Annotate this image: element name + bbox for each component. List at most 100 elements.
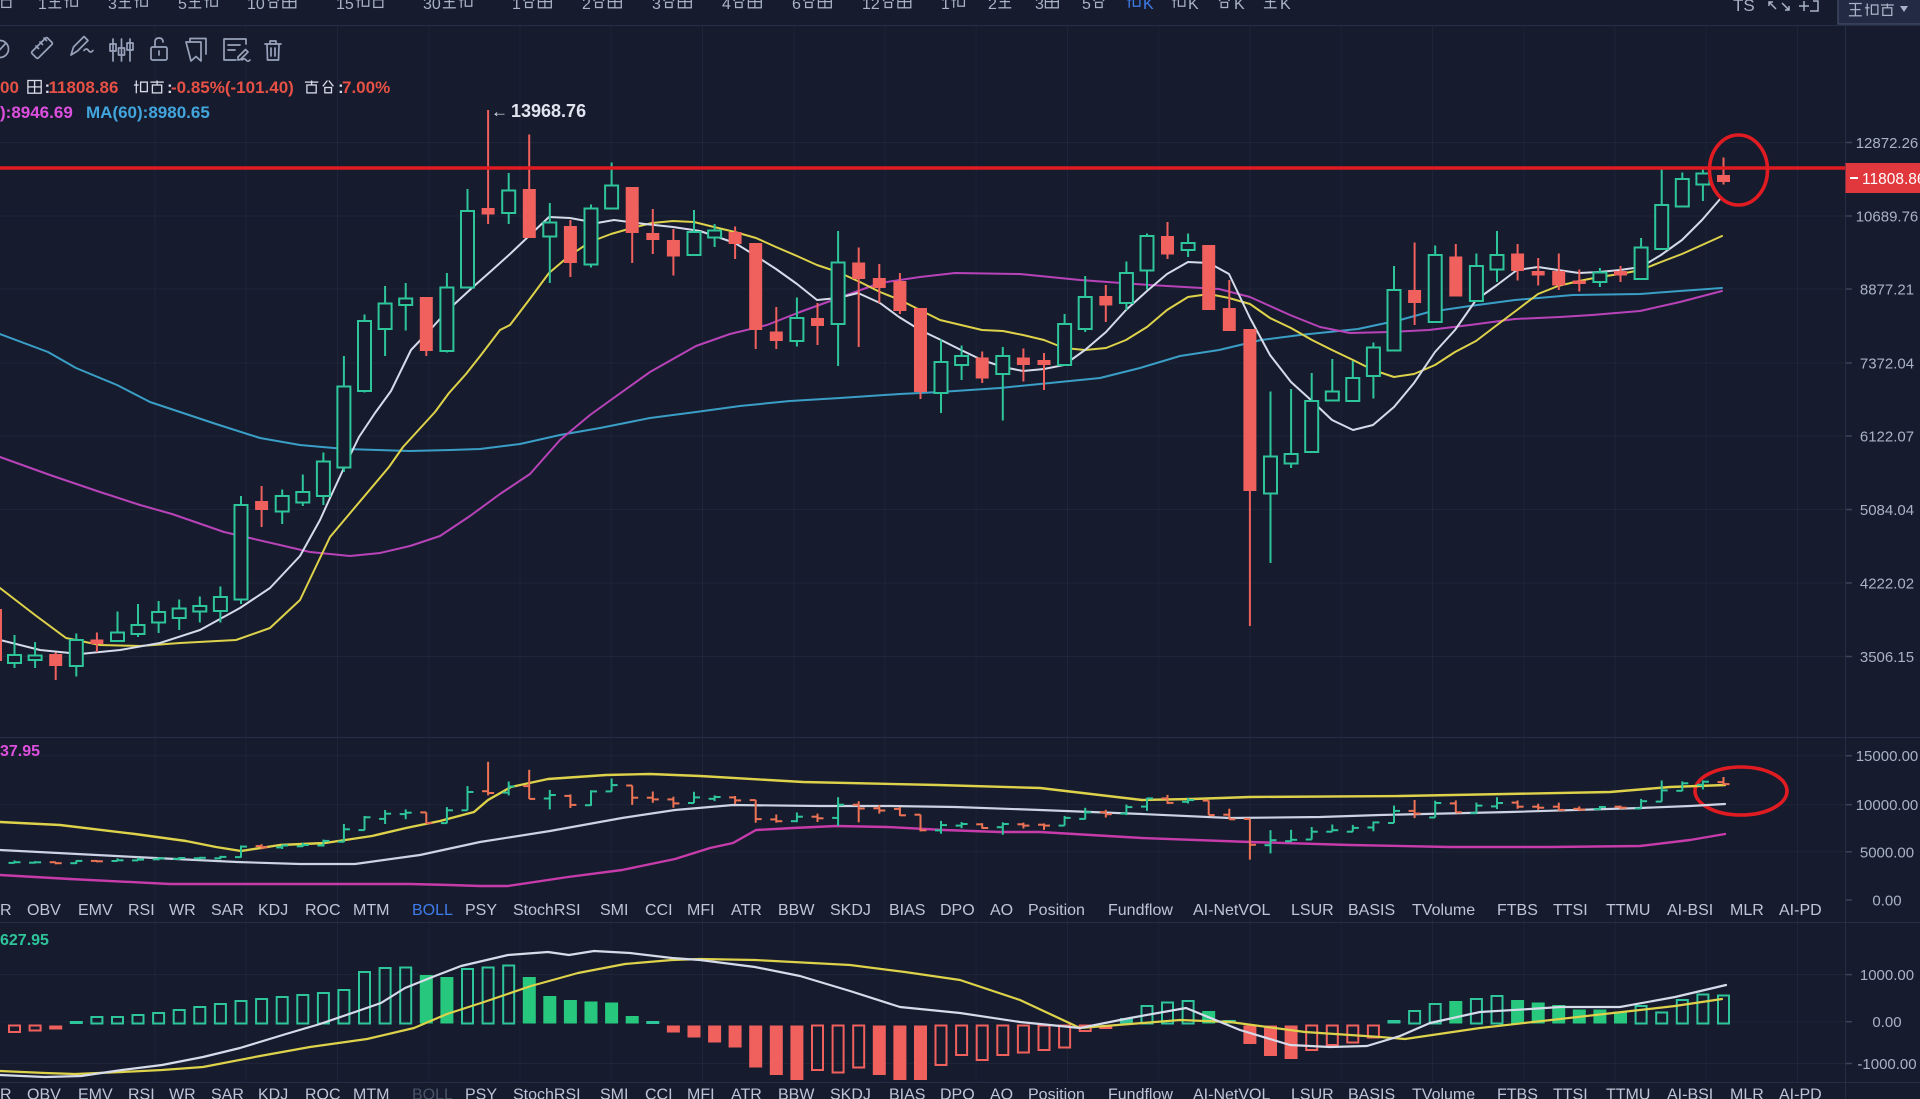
svg-text:WR: WR: [169, 1087, 196, 1099]
svg-text:00: 00: [0, 78, 19, 97]
svg-text:K: K: [1280, 0, 1291, 13]
svg-text:StochRSI: StochRSI: [513, 902, 581, 919]
svg-text:ROC: ROC: [305, 1087, 341, 1099]
svg-text:10: 10: [247, 0, 265, 13]
svg-text:TTMU: TTMU: [1606, 1087, 1650, 1099]
svg-text:StochRSI: StochRSI: [513, 1087, 581, 1099]
svg-text:TVolume: TVolume: [1412, 902, 1475, 919]
svg-text::: :: [167, 78, 173, 97]
svg-text:12: 12: [862, 0, 880, 13]
svg-text:37.95: 37.95: [0, 743, 40, 760]
svg-text:EMV: EMV: [78, 1087, 113, 1099]
svg-text:DPO: DPO: [940, 1087, 975, 1099]
svg-text:Fundflow: Fundflow: [1108, 902, 1173, 919]
svg-text:MTM: MTM: [353, 902, 389, 919]
svg-text:←: ←: [491, 102, 508, 121]
svg-text:SAR: SAR: [211, 902, 244, 919]
svg-text:KDJ: KDJ: [258, 902, 288, 919]
svg-text:SAR: SAR: [211, 1087, 244, 1099]
svg-text:SKDJ: SKDJ: [830, 902, 871, 919]
svg-text:K: K: [1143, 0, 1154, 13]
svg-text:2: 2: [582, 0, 591, 13]
svg-text:3: 3: [652, 0, 661, 13]
svg-text:0.00: 0.00: [1872, 1014, 1901, 1031]
svg-text:627.95: 627.95: [0, 932, 49, 949]
svg-text:CCI: CCI: [645, 902, 673, 919]
svg-text:1: 1: [512, 0, 521, 13]
svg-text:RSI: RSI: [128, 902, 155, 919]
svg-text:15: 15: [336, 0, 354, 13]
svg-text:K: K: [1234, 0, 1245, 13]
svg-text:-0.85%(-101.40): -0.85%(-101.40): [171, 78, 294, 97]
svg-text:SKDJ: SKDJ: [830, 1087, 871, 1099]
svg-text:AI-BSI: AI-BSI: [1667, 902, 1713, 919]
svg-text:TS: TS: [1733, 0, 1755, 15]
svg-text:PSY: PSY: [465, 902, 497, 919]
svg-text:-1000.00: -1000.00: [1857, 1056, 1916, 1073]
svg-text:BBW: BBW: [778, 1087, 815, 1099]
svg-text:FTBS: FTBS: [1497, 902, 1538, 919]
svg-text:TTSI: TTSI: [1553, 902, 1588, 919]
svg-text:ATR: ATR: [731, 902, 762, 919]
svg-text:TVolume: TVolume: [1412, 1087, 1475, 1099]
svg-text:1000.00: 1000.00: [1860, 967, 1914, 984]
svg-text:MA(60):8980.65: MA(60):8980.65: [86, 103, 210, 122]
svg-text:):8946.69: ):8946.69: [0, 103, 73, 122]
svg-text:5084.04: 5084.04: [1860, 502, 1914, 519]
svg-text:BASIS: BASIS: [1348, 902, 1395, 919]
svg-text:1: 1: [38, 0, 47, 13]
svg-text:4: 4: [722, 0, 731, 13]
svg-text:FTBS: FTBS: [1497, 1087, 1538, 1099]
svg-text:TTMU: TTMU: [1606, 902, 1650, 919]
svg-text:7372.04: 7372.04: [1860, 356, 1914, 373]
svg-text:CCI: CCI: [645, 1087, 673, 1099]
svg-text:ATR: ATR: [731, 1087, 762, 1099]
svg-text:10689.76: 10689.76: [1856, 209, 1919, 226]
svg-text:K: K: [1188, 0, 1199, 13]
svg-text::: :: [45, 78, 51, 97]
svg-text:2: 2: [988, 0, 997, 13]
svg-text:AO: AO: [990, 902, 1013, 919]
svg-text:BOLL: BOLL: [412, 1087, 453, 1099]
svg-text:5: 5: [1082, 0, 1091, 13]
svg-text:3: 3: [1035, 0, 1044, 13]
svg-text:MLR: MLR: [1730, 1087, 1764, 1099]
svg-text:OBV: OBV: [27, 1087, 61, 1099]
svg-text:Fundflow: Fundflow: [1108, 1087, 1173, 1099]
svg-text:3506.15: 3506.15: [1860, 649, 1914, 666]
svg-text:4222.02: 4222.02: [1860, 576, 1914, 593]
svg-text:AI-BSI: AI-BSI: [1667, 1087, 1713, 1099]
svg-text:AO: AO: [990, 1087, 1013, 1099]
svg-text:RSI: RSI: [128, 1087, 155, 1099]
svg-text:BIAS: BIAS: [889, 1087, 925, 1099]
svg-text:0.00: 0.00: [1872, 893, 1901, 910]
svg-text:10000.00: 10000.00: [1856, 797, 1919, 814]
svg-text:SMI: SMI: [600, 902, 628, 919]
svg-text:DPO: DPO: [940, 902, 975, 919]
svg-text:AI-PD: AI-PD: [1779, 902, 1822, 919]
svg-text:Position: Position: [1028, 1087, 1085, 1099]
svg-text::: :: [338, 78, 344, 97]
svg-text:TTSI: TTSI: [1553, 1087, 1588, 1099]
svg-text:13968.76: 13968.76: [511, 101, 586, 121]
svg-text:PSY: PSY: [465, 1087, 497, 1099]
svg-text:AI-NetVOL: AI-NetVOL: [1193, 1087, 1270, 1099]
svg-text:BOLL: BOLL: [412, 902, 453, 919]
svg-text:6: 6: [792, 0, 801, 13]
svg-text:AI-NetVOL: AI-NetVOL: [1193, 902, 1270, 919]
svg-text:R: R: [0, 902, 12, 919]
svg-text:BASIS: BASIS: [1348, 1087, 1395, 1099]
svg-text:7.00%: 7.00%: [342, 78, 390, 97]
svg-text:LSUR: LSUR: [1291, 1087, 1334, 1099]
svg-text:15000.00: 15000.00: [1856, 748, 1919, 765]
svg-text:Position: Position: [1028, 902, 1085, 919]
svg-text:R: R: [0, 1087, 12, 1099]
svg-text:BIAS: BIAS: [889, 902, 925, 919]
svg-text:BBW: BBW: [778, 902, 815, 919]
svg-text:AI-PD: AI-PD: [1779, 1087, 1822, 1099]
svg-text:SMI: SMI: [600, 1087, 628, 1099]
svg-text:11808.86: 11808.86: [49, 78, 119, 97]
svg-text:30: 30: [423, 0, 441, 13]
svg-text:8877.21: 8877.21: [1860, 282, 1914, 299]
svg-text:12872.26: 12872.26: [1856, 135, 1919, 152]
